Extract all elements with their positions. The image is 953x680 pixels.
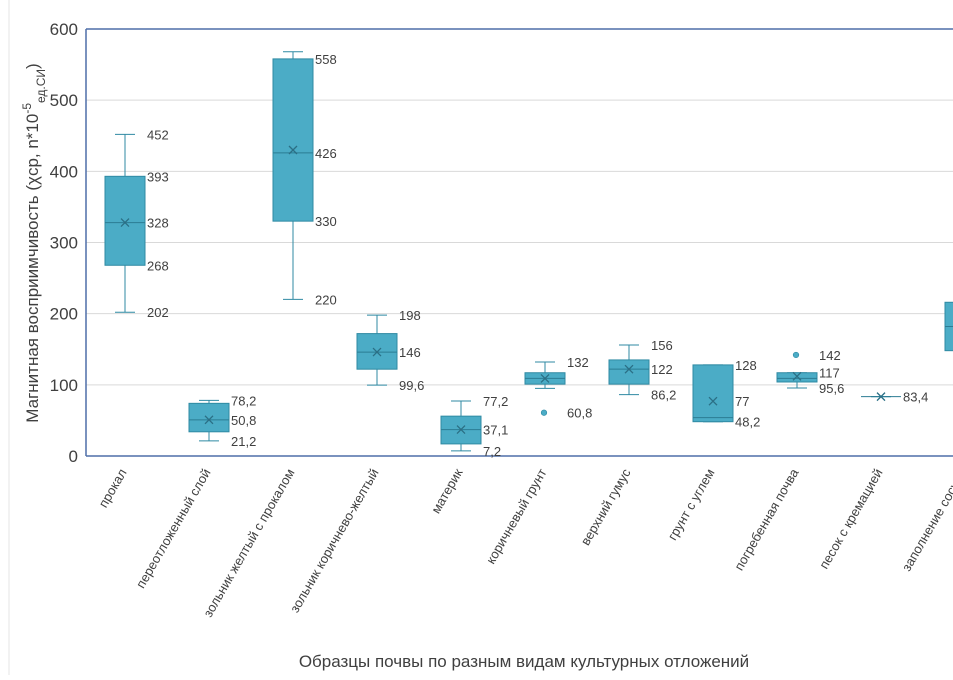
y-tick-label: 300 <box>50 234 78 253</box>
value-label: 7,2 <box>483 444 501 459</box>
value-label: 426 <box>315 146 337 161</box>
y-tick-label: 0 <box>69 447 78 466</box>
category-label: переотложенный слой <box>133 466 214 591</box>
mean-marker <box>120 218 130 228</box>
value-label: 198 <box>399 308 421 323</box>
value-label: 78,2 <box>231 393 256 408</box>
value-label: 83,4 <box>903 390 928 405</box>
box-7 <box>608 344 650 396</box>
iqr-box <box>104 175 146 266</box>
box-6 <box>524 361 566 416</box>
value-label: 77 <box>735 394 749 409</box>
category-label: коричневый грунт <box>483 466 550 566</box>
y-axis-title-end: ) <box>23 63 42 69</box>
value-label: 268 <box>147 258 169 273</box>
box-5 <box>440 400 482 452</box>
box-10 <box>861 392 901 402</box>
mean-marker <box>792 371 802 381</box>
outlier-point <box>792 351 800 359</box>
mean-marker <box>708 396 718 406</box>
value-label: 220 <box>315 292 337 307</box>
value-label: 452 <box>147 127 169 142</box>
iqr-box <box>692 364 734 423</box>
value-label: 558 <box>315 52 337 67</box>
value-label: 156 <box>651 338 673 353</box>
category-label: прокал <box>95 466 129 510</box>
gridlines <box>86 99 953 386</box>
iqr-box <box>272 58 314 222</box>
y-axis-title-sup: -5 <box>20 103 34 114</box>
iqr-box <box>776 372 818 383</box>
value-labels: 452 393 328 268 202 78,2 50,8 21,2 558 426 330 220 1… <box>147 52 928 459</box>
axes <box>85 28 953 457</box>
value-label: 77,2 <box>483 394 508 409</box>
box-8 <box>692 364 734 423</box>
value-label: 117 <box>819 366 840 381</box>
box-9 <box>776 351 818 389</box>
value-label: 122 <box>651 362 673 377</box>
category-label: материк <box>428 466 466 516</box>
iqr-box <box>608 359 650 385</box>
y-axis-title-sub: ед.СИ <box>34 69 48 103</box>
value-label: 128 <box>735 358 757 373</box>
mean-marker <box>372 347 382 357</box>
category-label: зольник желтый с прокалом <box>200 466 297 620</box>
box-4 <box>356 314 398 386</box>
value-label: 50,8 <box>231 413 256 428</box>
value-label: 37,1 <box>483 423 508 438</box>
y-tick-labels: 0 100 200 300 400 500 600 <box>50 20 78 466</box>
value-label: 99,6 <box>399 378 424 393</box>
y-tick-label: 100 <box>50 376 78 395</box>
mean-marker <box>456 425 466 435</box>
value-label: 95,6 <box>819 381 844 396</box>
y-axis-title-main: Магнитная восприимчивость (χср, n*10 <box>23 114 42 423</box>
box-11 <box>944 301 953 352</box>
y-tick-label: 600 <box>50 20 78 39</box>
mean-marker <box>288 145 298 155</box>
mean-marker <box>876 392 886 402</box>
iqr-box <box>188 402 230 433</box>
value-label: 202 <box>147 305 169 320</box>
box-1 <box>104 133 146 313</box>
category-label: заполнение сосуда <box>899 465 953 573</box>
y-axis-title: Магнитная восприимчивость (χср, n*10-5ед… <box>20 63 48 422</box>
y-tick-label: 200 <box>50 305 78 324</box>
value-label: 21,2 <box>231 434 256 449</box>
mean-marker <box>204 415 214 425</box>
value-label: 142 <box>819 348 841 363</box>
box-3 <box>272 51 314 300</box>
value-label: 132 <box>567 355 589 370</box>
value-label: 146 <box>399 345 421 360</box>
value-label: 393 <box>147 169 169 184</box>
category-label: погребенная почва <box>731 465 802 573</box>
y-tick-label: 400 <box>50 162 78 181</box>
value-label: 328 <box>147 216 169 231</box>
box-2 <box>188 399 230 442</box>
mean-marker <box>540 373 550 383</box>
category-label: верхний гумус <box>578 466 634 548</box>
boxes <box>104 51 953 452</box>
y-tick-label: 500 <box>50 91 78 110</box>
category-label: грунт с углем <box>665 466 718 543</box>
value-label: 48,2 <box>735 415 760 430</box>
value-label: 86,2 <box>651 388 676 403</box>
value-label: 60,8 <box>567 406 592 421</box>
mean-marker <box>624 364 634 374</box>
value-label: 330 <box>315 214 337 229</box>
category-label: зольник коричнево-желтый <box>287 466 382 615</box>
x-axis-title: Образцы почвы по разным видам культурных… <box>299 652 749 671</box>
category-label: песок с кремацией <box>816 466 886 571</box>
outlier-point <box>540 409 548 416</box>
